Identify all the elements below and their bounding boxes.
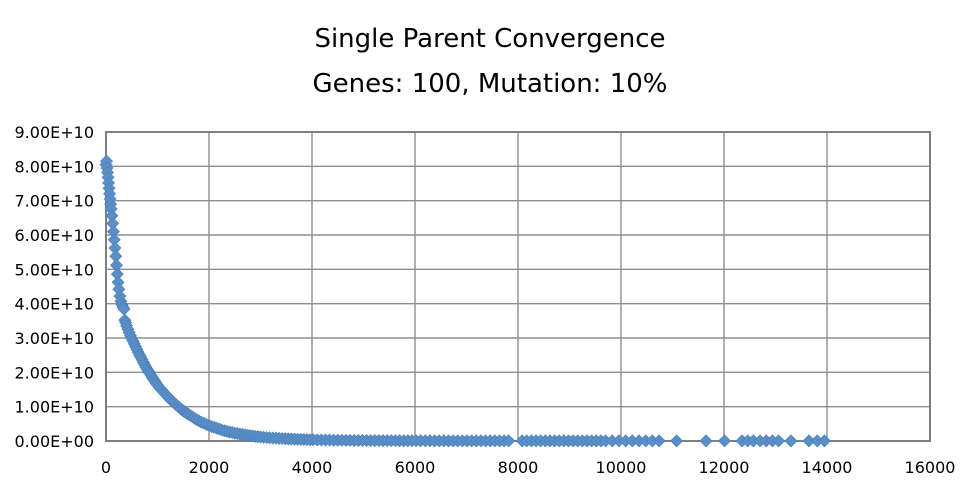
y-tick-label: 3.00E+10 (15, 329, 95, 348)
x-tick-label: 6000 (395, 458, 436, 477)
data-point (718, 434, 732, 448)
x-tick-label: 12000 (699, 458, 750, 477)
x-tick-label: 2000 (189, 458, 230, 477)
data-point (772, 434, 786, 448)
data-point (670, 434, 684, 448)
x-tick-label: 0 (101, 458, 111, 477)
y-tick-label: 1.00E+10 (15, 398, 95, 417)
y-tick-label: 5.00E+10 (15, 260, 95, 279)
data-point (817, 434, 831, 448)
chart-title-line2: Genes: 100, Mutation: 10% (312, 69, 668, 99)
chart-title: Single Parent Convergence Genes: 100, Mu… (0, 17, 980, 107)
data-point (784, 434, 798, 448)
data-point (699, 434, 713, 448)
x-tick-label: 8000 (498, 458, 539, 477)
y-tick-label: 9.00E+10 (15, 123, 95, 142)
data-point (502, 434, 516, 448)
y-tick-label: 2.00E+10 (15, 363, 95, 382)
x-tick-label: 4000 (292, 458, 333, 477)
y-tick-label: 0.00E+00 (15, 432, 95, 451)
y-tick-label: 6.00E+10 (15, 226, 95, 245)
x-tick-label: 14000 (802, 458, 853, 477)
x-tick-label: 10000 (596, 458, 647, 477)
x-tick-label: 16000 (905, 458, 956, 477)
y-tick-label: 7.00E+10 (15, 192, 95, 211)
y-tick-label: 8.00E+10 (15, 157, 95, 176)
y-tick-label: 4.00E+10 (15, 295, 95, 314)
gridlines (105, 131, 931, 442)
scatter-series-best-fitness-by-generation (99, 154, 831, 448)
data-point (652, 434, 666, 448)
chart-title-line1: Single Parent Convergence (314, 24, 666, 54)
axis-tick-labels: 0.00E+00 1.00E+10 2.00E+10 3.00E+10 4.00E+10… (15, 123, 956, 477)
